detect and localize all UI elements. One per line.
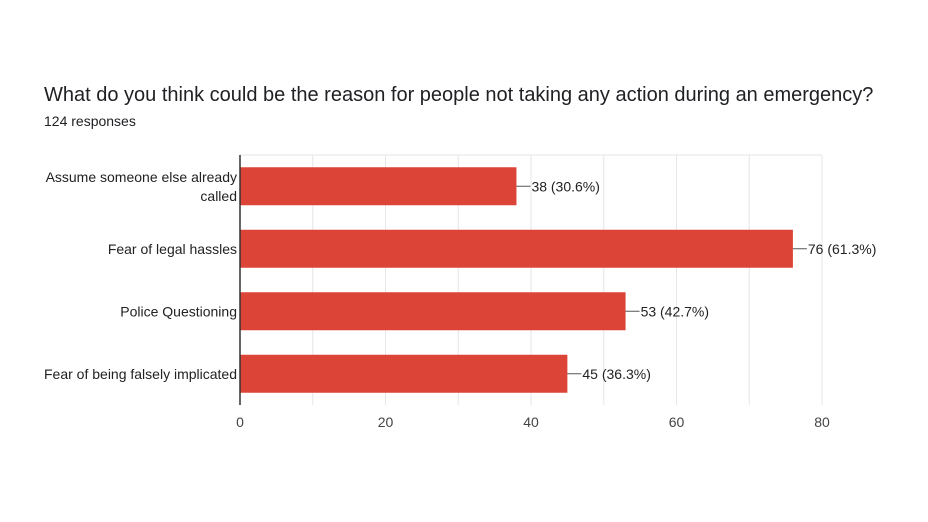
category-label: Police Questioning: [120, 303, 237, 319]
bar-0: [240, 167, 517, 206]
bar-3: [240, 354, 568, 393]
x-tick-label: 40: [523, 414, 539, 430]
data-label: 45 (36.3%): [582, 366, 650, 382]
category-label: Assume someone else already: [46, 169, 237, 185]
response-count: 124 responses: [44, 113, 136, 129]
data-label: 53 (42.7%): [641, 303, 709, 319]
x-tick-label: 80: [814, 414, 830, 430]
x-tick-label: 60: [669, 414, 685, 430]
bar-1: [240, 229, 793, 268]
category-label: called: [200, 188, 237, 204]
category-label: Fear of legal hassles: [108, 241, 237, 257]
category-label: Fear of being falsely implicated: [44, 366, 237, 382]
chart-title: What do you think could be the reason fo…: [44, 84, 874, 106]
x-tick-label: 0: [236, 414, 244, 430]
data-label: 38 (30.6%): [531, 178, 599, 194]
data-label: 76 (61.3%): [808, 241, 876, 257]
bar-2: [240, 292, 626, 331]
x-tick-label: 20: [378, 414, 394, 430]
